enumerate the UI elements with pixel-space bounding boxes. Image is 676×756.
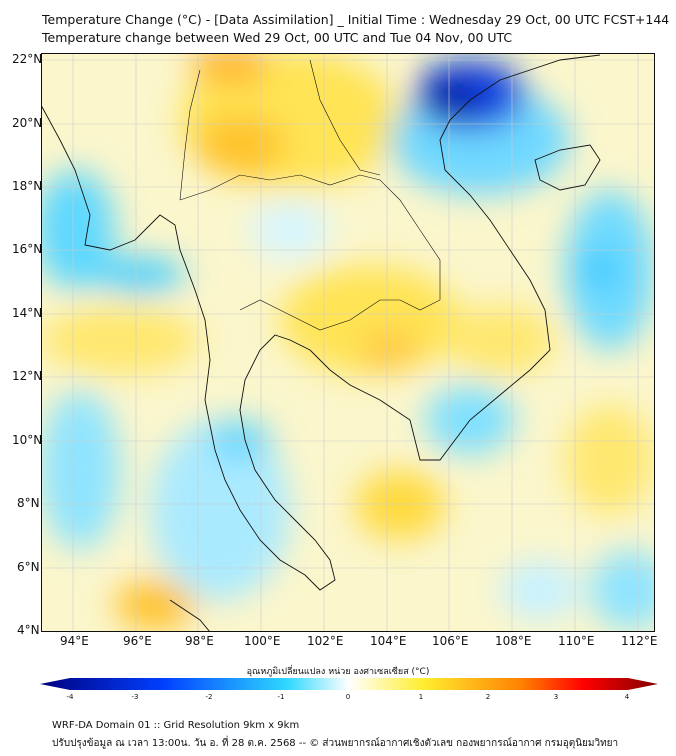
lat-label: 16°N [12, 242, 43, 256]
lat-label: 20°N [12, 116, 43, 130]
lat-label: 6°N [17, 560, 40, 574]
lon-label: 104°E [370, 634, 407, 648]
lon-label: 106°E [432, 634, 469, 648]
temperature-map [41, 53, 655, 632]
lon-label: 110°E [558, 634, 595, 648]
lat-label: 10°N [12, 433, 43, 447]
footer-model-info: WRF-DA Domain 01 :: Grid Resolution 9km … [52, 720, 300, 731]
lat-label: 14°N [12, 306, 43, 320]
lat-label: 18°N [12, 179, 43, 193]
graticule [41, 53, 655, 632]
chart-subtitle: Temperature change between Wed 29 Oct, 0… [42, 30, 513, 45]
lon-label: 94°E [60, 634, 89, 648]
colorbar-tick: -2 [205, 693, 213, 701]
lat-label: 12°N [12, 369, 43, 383]
lon-label: 98°E [185, 634, 214, 648]
lat-label: 8°N [17, 496, 40, 510]
lon-label: 112°E [621, 634, 658, 648]
colorbar-tick: 2 [485, 693, 491, 701]
lon-label: 100°E [244, 634, 281, 648]
lat-label: 4°N [17, 623, 40, 637]
colorbar-label: อุณหภูมิเปลี่ยนแปลง หน่วย องศาเซลเซียส (… [246, 667, 430, 677]
colorbar-tick: -4 [66, 693, 74, 701]
colorbar [40, 678, 658, 690]
colorbar-tick: 3 [553, 693, 559, 701]
temperature-field [41, 53, 655, 630]
lat-label: 22°N [12, 52, 43, 66]
lon-label: 108°E [495, 634, 532, 648]
coastlines [41, 54, 601, 632]
colorbar-tick: 0 [345, 693, 351, 701]
colorbar-tick: -1 [277, 693, 285, 701]
colorbar-tick: -3 [131, 693, 139, 701]
lon-label: 96°E [123, 634, 152, 648]
colorbar-tick: 1 [418, 693, 424, 701]
colorbar-tick: 4 [624, 693, 630, 701]
lon-label: 102°E [307, 634, 344, 648]
chart-title: Temperature Change (°C) - [Data Assimila… [42, 12, 670, 27]
footer-credit: ปรับปรุงข้อมูล ณ เวลา 13:00น. วัน อ. ที่… [52, 738, 619, 749]
